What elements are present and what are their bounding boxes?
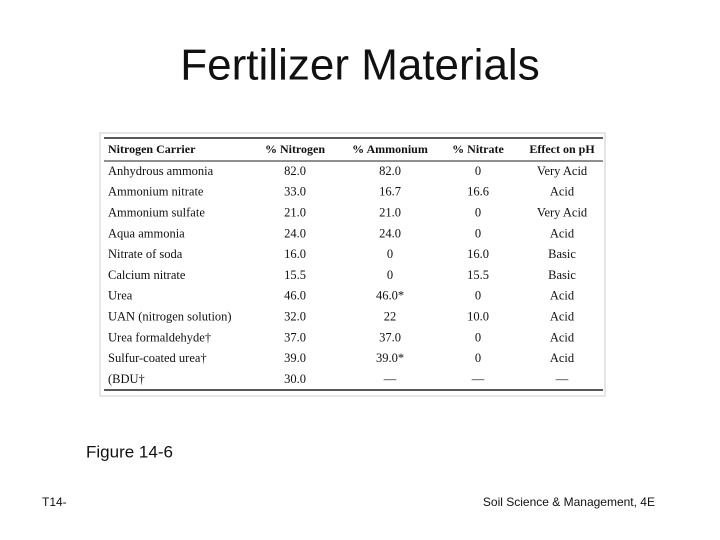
value-cell: Acid [550, 226, 575, 240]
value-cell: 0 [475, 330, 481, 344]
carrier-cell: Anhydrous ammonia [108, 164, 214, 178]
value-cell: — [555, 372, 569, 386]
carrier-cell: Aqua ammonia [108, 226, 185, 240]
value-cell: 24.0 [379, 226, 401, 240]
value-cell: 22 [384, 309, 397, 323]
value-cell: Basic [548, 247, 576, 261]
value-cell: Basic [548, 268, 576, 282]
value-cell: 82.0 [284, 164, 306, 178]
footer-right: Soil Science & Management, 4E [483, 495, 655, 509]
carrier-cell: (BDU† [108, 372, 145, 386]
value-cell: 39.0* [376, 351, 404, 365]
value-cell: 32.0 [284, 309, 306, 323]
value-cell: 0 [387, 247, 393, 261]
header-cell: % Nitrate [452, 142, 504, 156]
carrier-cell: Urea [108, 289, 133, 303]
value-cell: 82.0 [379, 164, 401, 178]
header-cell: % Nitrogen [265, 142, 325, 156]
value-cell: 15.5 [284, 268, 306, 282]
carrier-cell: Urea formaldehyde† [108, 330, 211, 344]
value-cell: 0 [475, 351, 481, 365]
value-cell: 24.0 [284, 226, 306, 240]
header-cell: Effect on pH [529, 142, 595, 156]
value-cell: Acid [550, 309, 575, 323]
value-cell: 21.0 [284, 205, 306, 219]
figure-caption: Figure 14-6 [86, 442, 173, 461]
value-cell: 37.0 [284, 330, 306, 344]
table-scan [99, 132, 606, 397]
value-cell: 0 [475, 289, 481, 303]
value-cell: 15.5 [467, 268, 489, 282]
slide-title: Fertilizer Materials [180, 41, 539, 90]
value-cell: 10.0 [467, 309, 489, 323]
value-cell: 0 [475, 226, 481, 240]
value-cell: 16.7 [379, 185, 401, 199]
value-cell: — [383, 372, 397, 386]
value-cell: Acid [550, 330, 575, 344]
value-cell: 39.0 [284, 351, 306, 365]
carrier-cell: Sulfur-coated urea† [108, 351, 207, 365]
value-cell: 37.0 [379, 330, 401, 344]
value-cell: Very Acid [537, 205, 588, 219]
carrier-cell: Ammonium sulfate [108, 205, 205, 219]
value-cell: 33.0 [284, 185, 306, 199]
header-cell: % Ammonium [352, 142, 428, 156]
value-cell: 16.0 [467, 247, 489, 261]
value-cell: Acid [550, 185, 575, 199]
value-cell: 21.0 [379, 205, 401, 219]
value-cell: Acid [550, 289, 575, 303]
carrier-cell: Nitrate of soda [108, 247, 183, 261]
value-cell: 30.0 [284, 372, 306, 386]
value-cell: 0 [387, 268, 393, 282]
value-cell: 16.6 [467, 185, 489, 199]
value-cell: 0 [475, 205, 481, 219]
value-cell: 0 [475, 164, 481, 178]
footer-left: T14- [42, 495, 67, 509]
table-frame [99, 132, 606, 397]
value-cell: Very Acid [537, 164, 588, 178]
header-cell: Nitrogen Carrier [108, 142, 196, 156]
carrier-cell: Calcium nitrate [108, 268, 186, 282]
carrier-cell: Ammonium nitrate [108, 185, 204, 199]
value-cell: 46.0* [376, 289, 404, 303]
value-cell: 46.0 [284, 289, 306, 303]
value-cell: 16.0 [284, 247, 306, 261]
value-cell: Acid [550, 351, 575, 365]
value-cell: — [471, 372, 485, 386]
carrier-cell: UAN (nitrogen solution) [108, 309, 232, 323]
